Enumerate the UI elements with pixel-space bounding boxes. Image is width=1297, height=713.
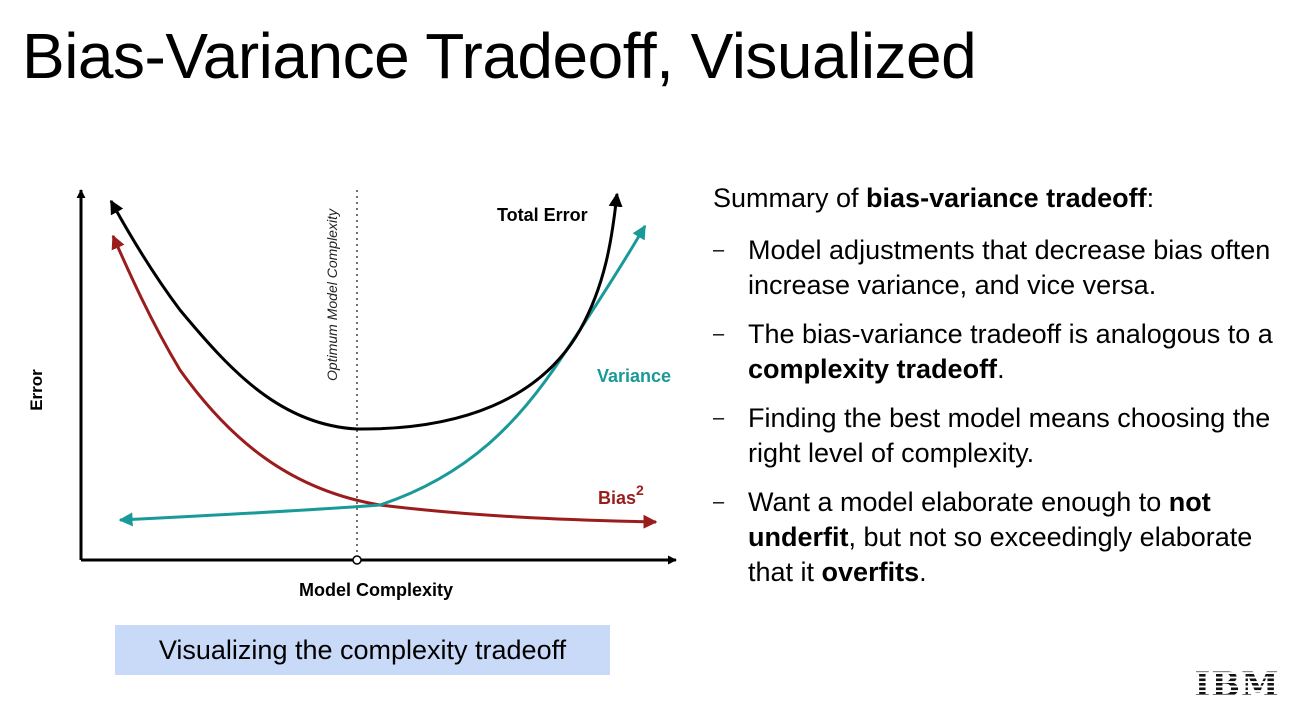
summary-item-text: , but not so exceedingly elaborate that … (748, 522, 1253, 587)
bullet-dash: – (713, 407, 725, 429)
slide-title: Bias-Variance Tradeoff, Visualized (22, 20, 977, 92)
optimum-label: Optimum Model Complexity (324, 208, 340, 381)
summary-item: – Model adjustments that decrease bias of… (713, 233, 1283, 303)
variance-curve (118, 503, 381, 527)
x-axis-label: Model Complexity (299, 580, 453, 600)
variance-label: Variance (597, 366, 671, 386)
bullet-dash: – (713, 491, 725, 513)
variance-curve-tail (379, 224, 647, 507)
bullet-dash: – (713, 239, 725, 261)
total-error-curve-tail (356, 192, 623, 431)
ibm-logo: IBM (1196, 665, 1278, 701)
diagram-caption: Visualizing the complexity tradeoff (115, 625, 610, 675)
ibm-logo-text: IBM (1196, 665, 1278, 701)
summary-panel: Summary of bias-variance tradeoff: – Mode… (713, 180, 1283, 604)
summary-heading-prefix: Summary of (713, 183, 867, 213)
summary-item-bold-text: complexity tradeoff (748, 354, 998, 384)
total-error-curve (109, 199, 358, 431)
y-axis-label: Error (27, 369, 46, 411)
bias-variance-diagram: Error Model Complexity Optimum Model Com… (27, 189, 677, 600)
total-error-label: Total Error (497, 205, 588, 225)
bias-label-superscript: 2 (636, 482, 644, 498)
summary-heading-bold: bias-variance tradeoff (866, 183, 1147, 213)
summary-list: – Model adjustments that decrease bias of… (713, 233, 1283, 590)
summary-heading-suffix: : (1146, 183, 1155, 213)
bias-curve-tail (379, 503, 658, 529)
summary-item-text: . (997, 354, 1005, 384)
bias-label-text: Bias (598, 488, 636, 508)
bullet-dash: – (713, 323, 725, 345)
summary-item: – The bias-variance tradeoff is analogous… (713, 317, 1283, 387)
summary-item-text: . (919, 557, 927, 587)
bias-label: Bias2 (598, 482, 644, 508)
summary-item-text: The bias-variance tradeoff is analogous … (748, 319, 1273, 349)
optimum-tick (352, 555, 362, 565)
summary-item-bold-text: not underfit (748, 487, 1211, 552)
summary-item-text: Finding the best model means choosing th… (748, 403, 1271, 468)
summary-item-bold-text: overfits (821, 557, 920, 587)
summary-item: – Want a model elaborate enough to not un… (713, 485, 1283, 590)
summary-item: – Finding the best model means choosing t… (713, 401, 1283, 471)
summary-heading: Summary of bias-variance tradeoff: (713, 180, 1283, 216)
summary-item-text: Want a model elaborate enough to (748, 487, 1169, 517)
bias-curve (111, 234, 381, 507)
summary-item-text: Model adjustments that decrease bias oft… (748, 235, 1271, 300)
